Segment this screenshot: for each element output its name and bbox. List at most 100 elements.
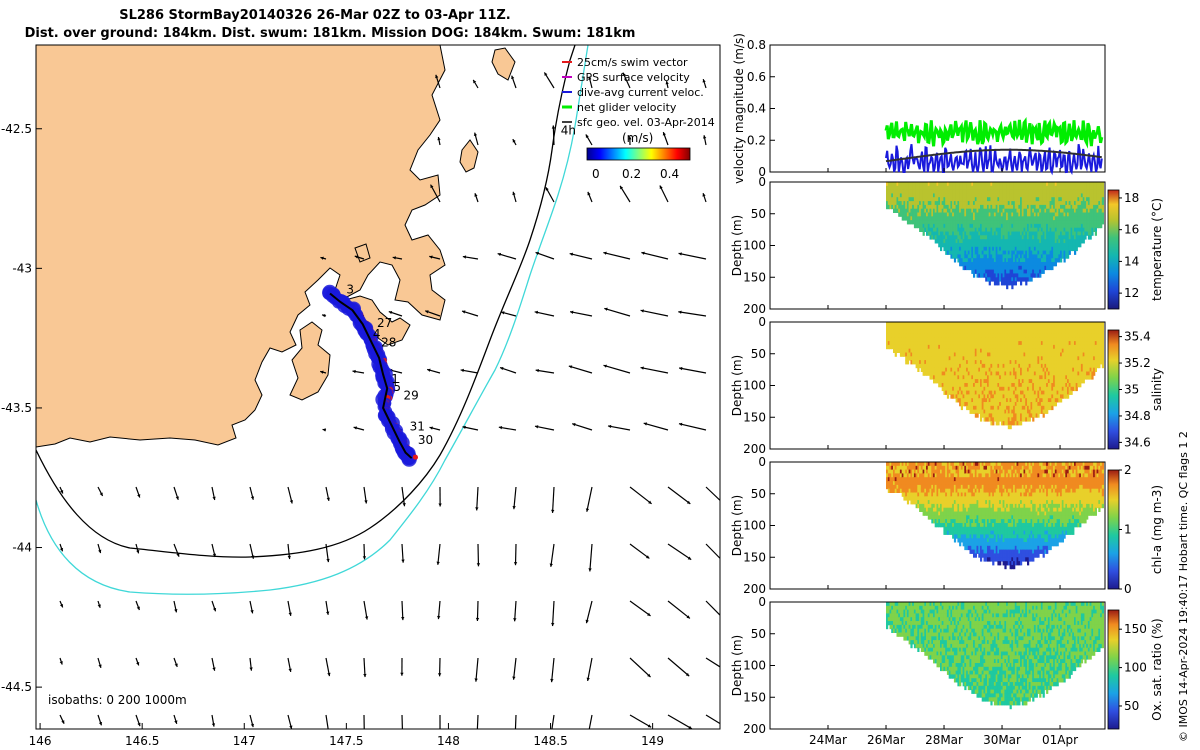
profile-cell xyxy=(966,185,969,191)
profile-cell xyxy=(940,231,943,236)
velocity-arrow xyxy=(641,251,669,260)
profile-cell xyxy=(901,201,904,206)
profile-cell xyxy=(936,223,939,229)
profile-cell xyxy=(1035,197,1038,202)
velocity-arrow-head xyxy=(588,76,592,80)
profile-cell xyxy=(976,220,979,225)
profile-cell xyxy=(966,227,969,232)
profile-cell xyxy=(997,201,1000,206)
chart-title-line1: SL286 StormBay20140326 26-Mar 02Z to 03-… xyxy=(119,8,511,23)
profile-cell xyxy=(1021,243,1024,248)
profile-cell xyxy=(1016,189,1019,194)
profile-cell xyxy=(995,185,998,191)
profile-cell xyxy=(1009,246,1012,252)
profile-cell xyxy=(1044,193,1047,198)
profile-cell xyxy=(1018,243,1021,248)
profile-cell xyxy=(964,201,967,206)
profile-cell xyxy=(1016,197,1019,202)
profile-cell xyxy=(1032,262,1035,267)
velocity-arrow-head xyxy=(501,311,505,315)
profile-cell xyxy=(953,182,957,187)
profile-cell xyxy=(992,197,995,202)
profile-cell xyxy=(950,239,953,244)
profile-cell xyxy=(1032,208,1035,213)
profile-cell xyxy=(926,223,929,229)
profile-cell xyxy=(974,201,977,206)
profile-cell xyxy=(971,223,974,229)
profile-cell xyxy=(978,243,981,248)
velocity-arrow-head xyxy=(586,677,590,681)
velocity-arrow-head xyxy=(545,187,549,191)
profile-cell xyxy=(1007,227,1010,232)
profile-cell xyxy=(1021,197,1024,202)
profile-cell xyxy=(995,250,998,255)
profile-cell xyxy=(988,281,991,286)
profile-cell xyxy=(934,231,937,236)
profile-cell xyxy=(999,204,1002,210)
profile-cell xyxy=(1009,239,1012,244)
profile-cell xyxy=(978,227,981,232)
profile-cell xyxy=(922,204,925,210)
profile-cell xyxy=(1044,185,1047,191)
profile-cell xyxy=(983,208,986,213)
map-y-tick-label: -43 xyxy=(12,261,32,275)
profile-cell xyxy=(969,254,972,259)
profile-cell xyxy=(995,281,998,286)
profile-cell xyxy=(988,208,991,213)
profile-cell xyxy=(1011,193,1014,198)
profile-cell xyxy=(1006,265,1009,271)
profile-cell xyxy=(1000,208,1004,213)
profile-cell xyxy=(960,243,963,248)
profile-cell xyxy=(908,212,911,217)
profile-cell xyxy=(983,246,986,252)
profile-cell xyxy=(957,193,960,198)
profile-cell xyxy=(1033,258,1037,263)
profile-cell xyxy=(981,223,984,229)
profile-cell xyxy=(988,227,991,232)
profile-cell xyxy=(941,239,944,244)
profile-cell xyxy=(973,189,976,194)
profile-cell xyxy=(908,182,911,187)
profile-cell xyxy=(1030,277,1033,282)
profile-cell xyxy=(929,223,932,229)
profile-cell xyxy=(971,231,974,236)
profile-cell xyxy=(894,208,897,213)
profile-cell xyxy=(1032,193,1035,198)
velocity-arrow-head xyxy=(97,604,101,608)
profile-cell xyxy=(1025,185,1028,191)
profile-cell xyxy=(1027,254,1030,259)
velocity-arrow-head xyxy=(400,672,404,676)
profile-cell xyxy=(945,204,948,210)
profile-cell xyxy=(887,204,890,210)
profile-cell xyxy=(978,189,981,194)
profile-cell xyxy=(1082,239,1085,244)
profile-cell xyxy=(1042,220,1045,225)
profile-cell xyxy=(1023,265,1026,271)
profile-cell xyxy=(974,265,977,271)
profile-cell xyxy=(936,220,939,225)
profile-cell xyxy=(952,231,955,236)
profile-cell xyxy=(1044,235,1047,240)
profile-cell xyxy=(995,277,998,282)
profile-cell xyxy=(983,227,986,232)
velocity-arrow-head xyxy=(438,503,442,507)
profile-cell xyxy=(1042,182,1045,187)
profile-cell xyxy=(1037,413,1040,418)
profile-cell xyxy=(988,239,991,244)
profile-cell xyxy=(990,216,993,221)
velocity-arrow-head xyxy=(473,132,478,137)
profile-cell xyxy=(920,189,923,194)
profile-cell xyxy=(1014,197,1017,202)
profile-cell xyxy=(943,185,946,191)
profile-cell xyxy=(960,216,963,221)
profile-cell xyxy=(893,189,896,194)
profile-cell xyxy=(980,250,983,255)
profile-cell xyxy=(953,258,957,263)
profile-cell xyxy=(1014,281,1017,286)
profile-cell xyxy=(990,269,993,274)
profile-cell xyxy=(1021,185,1024,191)
profile-cell xyxy=(920,227,923,232)
profile-cell xyxy=(1007,182,1010,187)
profile-cell xyxy=(1011,262,1014,267)
profile-cell xyxy=(1000,235,1004,240)
